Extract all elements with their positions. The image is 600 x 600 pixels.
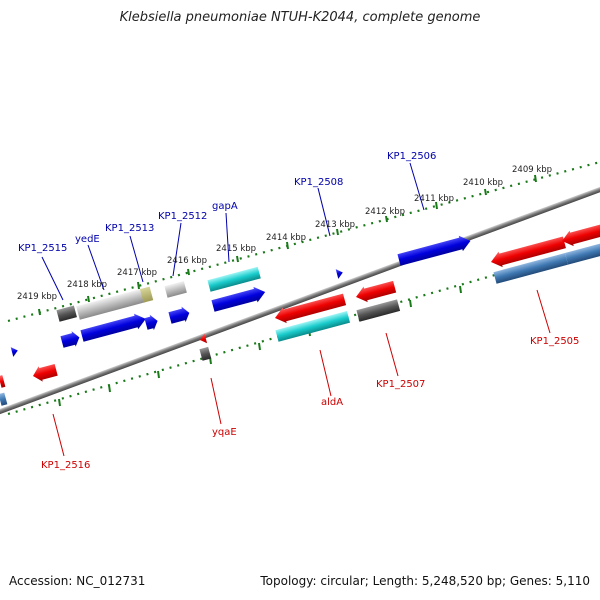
gene-kp1-2505[interactable] — [493, 242, 600, 284]
gene-label-kp1-2508[interactable]: KP1_2508 — [294, 177, 343, 188]
gene-blue-arrow[interactable] — [211, 284, 267, 313]
gene-kp1-2513[interactable] — [80, 311, 148, 344]
upper-ruler-ticks — [38, 174, 537, 316]
gene-label-yqae[interactable]: yqaE — [212, 427, 237, 438]
gene-label-alda[interactable]: aldA — [321, 397, 343, 408]
gene-gapa[interactable] — [207, 266, 261, 292]
gene-label-kp1-2505[interactable]: KP1_2505 — [530, 336, 579, 347]
gene-small-blue[interactable] — [60, 330, 82, 350]
tick-label: 2414 kbp — [266, 233, 306, 243]
tick-label: 2419 kbp — [17, 292, 57, 302]
gene-label-kp1-2507[interactable]: KP1_2507 — [376, 379, 425, 390]
tick-label: 2418 kbp — [67, 280, 107, 290]
accession-text: Accession: NC_012731 — [9, 574, 146, 588]
gene-red-edge[interactable] — [0, 375, 6, 388]
gene-label-kp1-2516[interactable]: KP1_2516 — [41, 460, 90, 471]
tick-label: 2417 kbp — [117, 268, 157, 278]
gene-steel-edge[interactable] — [0, 392, 8, 406]
gene-red-arrow[interactable] — [489, 235, 567, 270]
gene-small-blue[interactable] — [335, 268, 344, 279]
gene-kp1-2512[interactable] — [164, 281, 187, 298]
gene-red-arrow[interactable] — [273, 292, 347, 326]
tick-label: 2411 kbp — [414, 194, 454, 204]
map-title: Klebsiella pneumoniae NTUH-K2044, comple… — [119, 10, 481, 25]
genome-summary-text: Topology: circular; Length: 5,248,520 bp… — [260, 574, 590, 588]
gene-label-kp1-2513[interactable]: KP1_2513 — [105, 223, 154, 234]
label-leaders — [41, 162, 551, 457]
gene-yqae-pseudo[interactable] — [199, 346, 212, 361]
gene-kp1-2506[interactable] — [397, 233, 473, 268]
gene-yede[interactable] — [76, 286, 154, 320]
tick-label: 2413 kbp — [315, 220, 355, 230]
gene-alda[interactable] — [275, 311, 351, 342]
gene-small-blue[interactable] — [10, 346, 19, 357]
gene-small-blue[interactable] — [168, 305, 191, 326]
gene-red-arrow[interactable] — [354, 279, 397, 305]
genome-backbone — [0, 173, 600, 428]
tick-label: 2412 kbp — [365, 207, 405, 217]
gene-kp1-2515[interactable] — [56, 305, 77, 322]
gene-label-kp1-2515[interactable]: KP1_2515 — [18, 243, 67, 254]
gene-label-kp1-2506[interactable]: KP1_2506 — [387, 151, 436, 162]
tick-label: 2416 kbp — [167, 256, 207, 266]
tick-label: 2409 kbp — [512, 165, 552, 175]
gene-label-kp1-2512[interactable]: KP1_2512 — [158, 211, 207, 222]
gene-small-blue[interactable] — [144, 313, 160, 332]
gene-yqae[interactable] — [199, 333, 208, 345]
gene-kp1-2516[interactable] — [31, 362, 58, 384]
gene-label-gapa[interactable]: gapA — [212, 201, 238, 212]
tick-label: 2415 kbp — [216, 244, 256, 254]
gene-kp1-2507[interactable] — [356, 299, 401, 322]
gene-red-arrow[interactable] — [560, 220, 600, 248]
gene-label-yede[interactable]: yedE — [75, 234, 100, 245]
tick-label: 2410 kbp — [463, 178, 503, 188]
